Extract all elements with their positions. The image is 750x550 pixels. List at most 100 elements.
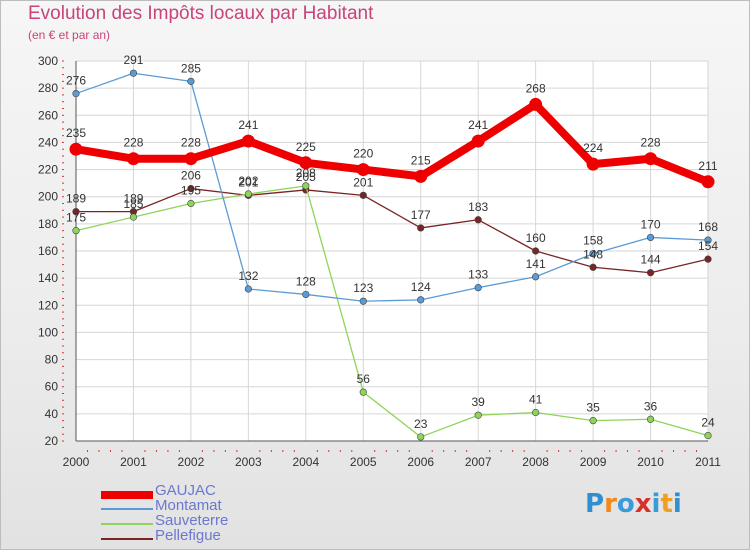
data-label-sauveterre-2006: 23 — [414, 417, 428, 431]
logo-letter: t — [660, 489, 673, 519]
data-label-sauveterre-2005: 56 — [357, 372, 371, 386]
chart-title: Evolution des Impôts locaux par Habitant — [28, 3, 374, 24]
data-point-pellefigue-2010 — [646, 269, 655, 277]
data-point-gaujac-2001 — [126, 152, 140, 166]
data-label-pellefigue-2000: 189 — [66, 192, 86, 206]
data-label-sauveterre-2000: 175 — [66, 211, 86, 225]
data-point-montamat-2009 — [589, 250, 597, 258]
legend-swatch-pellefigue — [101, 538, 153, 540]
data-label-sauveterre-2003: 202 — [238, 174, 258, 188]
data-label-pellefigue-2008: 160 — [526, 231, 546, 245]
data-point-gaujac-2005 — [356, 163, 370, 177]
data-point-montamat-2005 — [359, 297, 367, 305]
data-label-pellefigue-2009: 148 — [583, 247, 603, 261]
data-point-pellefigue-2011 — [704, 255, 712, 263]
series-line-sauveterre — [75, 185, 709, 438]
data-point-montamat-2002 — [187, 77, 195, 85]
logo-letter: P — [585, 489, 605, 519]
data-label-montamat-2004: 128 — [296, 274, 316, 288]
data-point-sauveterre-2009 — [589, 417, 597, 425]
data-point-gaujac-2010 — [644, 152, 658, 166]
data-point-pellefigue-2005 — [359, 191, 367, 199]
data-label-pellefigue-2007: 183 — [468, 200, 488, 214]
data-label-sauveterre-2009: 35 — [586, 401, 600, 415]
data-point-pellefigue-2000 — [72, 208, 80, 216]
data-point-sauveterre-2011 — [704, 431, 712, 440]
series-line-pellefigue — [75, 187, 709, 274]
legend-swatch-montamat — [101, 508, 153, 510]
data-label-montamat-2002: 285 — [181, 61, 201, 75]
data-label-pellefigue-2001: 189 — [123, 192, 143, 206]
data-point-montamat-2007 — [474, 284, 482, 292]
data-point-sauveterre-2008 — [532, 408, 540, 417]
x-tick-label-2000: 2000 — [63, 455, 90, 469]
data-point-sauveterre-2001 — [129, 213, 138, 221]
data-label-gaujac-2005: 220 — [353, 147, 373, 161]
data-point-sauveterre-2006 — [417, 433, 425, 441]
data-label-montamat-2008: 141 — [526, 257, 546, 271]
data-label-gaujac-2002: 228 — [181, 136, 201, 150]
data-point-sauveterre-2007 — [474, 411, 482, 419]
proxiti-logo: Proxiti — [585, 489, 682, 519]
legend-swatch-sauveterre — [101, 523, 153, 525]
data-label-montamat-2000: 276 — [66, 74, 86, 88]
data-label-sauveterre-2010: 36 — [644, 399, 658, 413]
y-tick-label-300: 300 — [38, 54, 58, 68]
data-point-montamat-2001 — [129, 69, 138, 77]
legend-label-pellefigue: Pellefigue — [155, 527, 221, 544]
legend-label-sauveterre: Sauveterre — [155, 512, 229, 529]
data-label-pellefigue-2005: 201 — [353, 175, 373, 189]
data-point-montamat-2010 — [646, 233, 655, 242]
data-label-sauveterre-2002: 195 — [181, 184, 201, 198]
data-point-gaujac-2008 — [529, 97, 543, 111]
data-label-montamat-2006: 124 — [411, 280, 431, 294]
x-tick-label-2007: 2007 — [465, 455, 492, 469]
data-label-gaujac-2004: 225 — [296, 140, 316, 154]
data-label-sauveterre-2008: 41 — [529, 393, 543, 407]
x-tick-label-2006: 2006 — [407, 455, 434, 469]
logo-letter: x — [634, 489, 652, 519]
series-line-montamat — [75, 72, 709, 302]
data-point-pellefigue-2007 — [474, 216, 482, 224]
data-label-gaujac-2000: 235 — [66, 126, 86, 140]
y-tick-label-220: 220 — [38, 163, 58, 177]
data-point-montamat-2000 — [72, 89, 80, 98]
data-point-gaujac-2002 — [184, 152, 198, 166]
data-label-montamat-2010: 170 — [641, 217, 661, 231]
y-tick-label-100: 100 — [38, 325, 58, 339]
data-label-gaujac-2009: 224 — [583, 141, 603, 155]
data-point-montamat-2006 — [417, 296, 425, 304]
data-label-montamat-2003: 132 — [238, 269, 258, 283]
data-point-gaujac-2006 — [414, 169, 428, 183]
data-label-gaujac-2003: 241 — [238, 118, 258, 132]
data-label-montamat-2001: 291 — [123, 53, 143, 67]
x-tick-label-2004: 2004 — [292, 455, 319, 469]
data-label-sauveterre-2011: 24 — [701, 416, 715, 430]
y-tick-label-200: 200 — [38, 190, 58, 204]
data-label-gaujac-2001: 228 — [123, 136, 143, 150]
data-label-gaujac-2011: 211 — [698, 159, 717, 173]
data-label-gaujac-2007: 241 — [468, 118, 488, 132]
data-point-sauveterre-2003 — [244, 190, 252, 198]
data-point-sauveterre-2000 — [72, 227, 80, 235]
x-tick-label-2011: 2011 — [695, 455, 721, 469]
data-label-gaujac-2010: 228 — [641, 136, 661, 150]
data-label-montamat-2005: 123 — [353, 281, 373, 295]
data-point-gaujac-2009 — [586, 157, 600, 171]
data-point-gaujac-2007 — [471, 134, 485, 148]
data-label-pellefigue-2010: 144 — [641, 253, 661, 267]
axis-layer: 20 40 60 80 100 120 140 160 180 200 220 240 260 280 30… — [38, 54, 721, 469]
data-point-sauveterre-2005 — [359, 388, 367, 396]
data-label-sauveterre-2004: 208 — [296, 166, 316, 180]
data-point-pellefigue-2002 — [187, 184, 195, 193]
data-label-pellefigue-2003: 201 — [238, 175, 258, 189]
x-tick-label-2009: 2009 — [580, 455, 607, 469]
legend-label-montamat: Montamat — [155, 497, 222, 514]
logo-letter: i — [672, 489, 682, 519]
data-point-gaujac-2000 — [69, 142, 83, 156]
data-label-gaujac-2008: 268 — [526, 81, 546, 95]
data-point-montamat-2003 — [244, 285, 252, 293]
data-label-pellefigue-2006: 177 — [411, 208, 431, 222]
